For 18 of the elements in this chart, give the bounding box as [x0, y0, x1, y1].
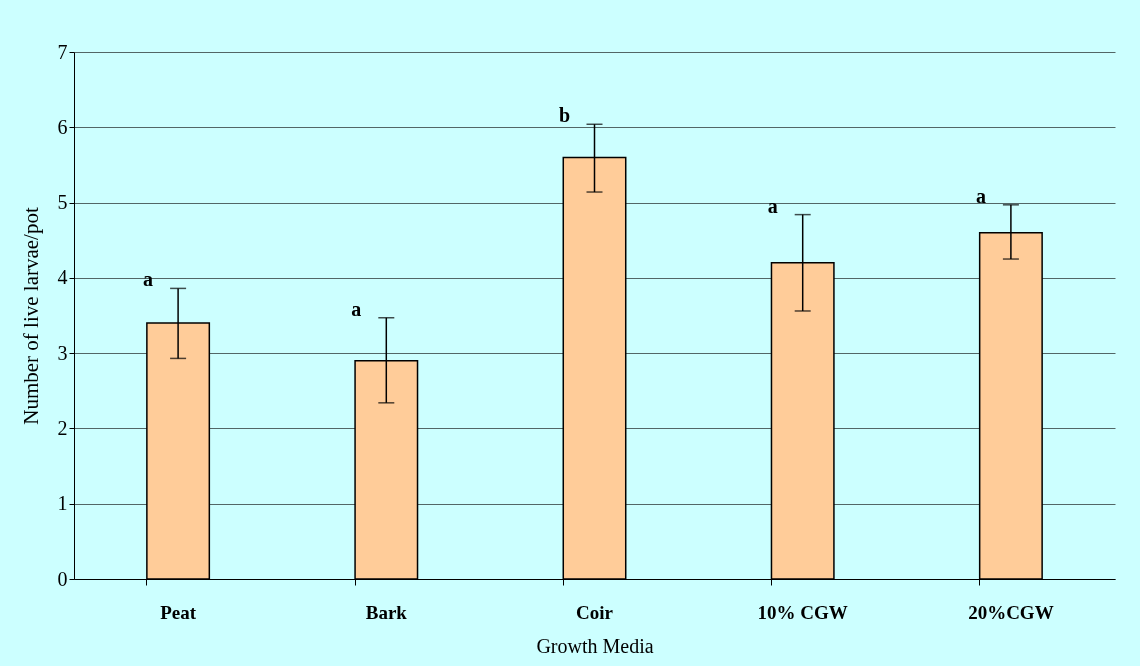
x-tick-label: Bark — [365, 601, 408, 623]
x-axis-title: Growth Media — [536, 634, 654, 657]
y-tick-label: 3 — [57, 341, 68, 364]
y-tick-label: 4 — [57, 266, 68, 289]
x-tick-label: 20%CGW — [968, 601, 1054, 623]
y-tick-label: 5 — [57, 191, 68, 214]
y-tick-label: 0 — [57, 567, 68, 590]
x-tick-label: Coir — [576, 601, 614, 623]
annotation: a — [351, 297, 362, 320]
y-tick-label: 2 — [57, 416, 68, 439]
x-tick-label: 10% CGW — [757, 601, 848, 623]
y-tick-label: 6 — [57, 115, 68, 138]
annotation: b — [558, 104, 571, 127]
y-tick-label: 7 — [57, 40, 68, 63]
y-tick-label: 1 — [57, 492, 68, 515]
annotation: a — [975, 184, 986, 207]
y-axis-title: Number of live larvae/pot — [18, 207, 43, 425]
x-tick-label: Peat — [160, 601, 197, 623]
